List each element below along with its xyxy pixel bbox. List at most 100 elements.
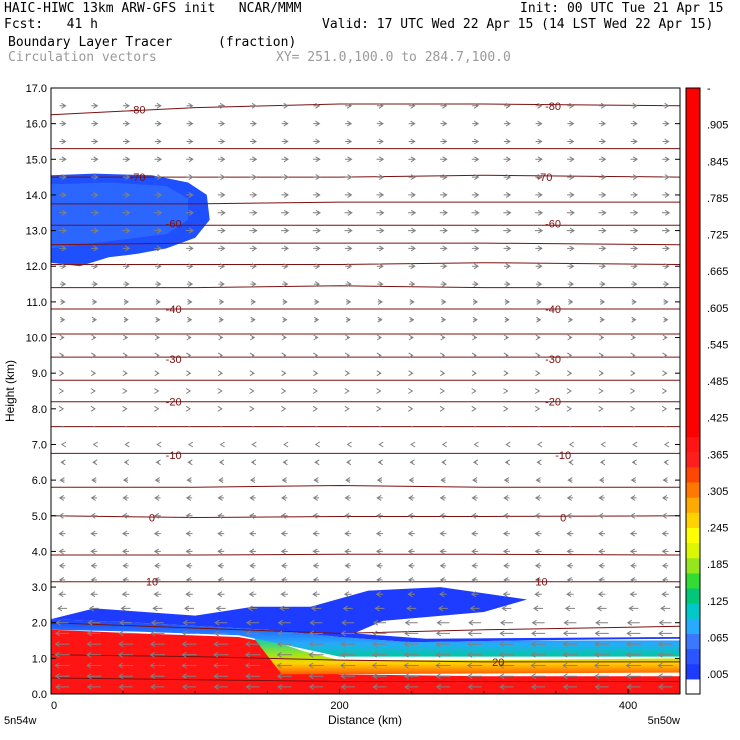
vector-arrow [308, 651, 324, 658]
vector-arrow [376, 405, 382, 412]
vector-arrow [281, 227, 290, 234]
vector-arrow [567, 102, 575, 109]
vector-arrow [122, 209, 131, 216]
vector-arrow [408, 191, 416, 198]
vector-arrow [90, 494, 97, 501]
vector-arrow [86, 662, 102, 669]
vector-arrow [344, 388, 350, 394]
vector-arrow [217, 548, 225, 555]
vector-arrow [376, 227, 385, 234]
vector-arrow [186, 263, 194, 270]
contour-label: -60 [545, 218, 561, 230]
vector-arrow [435, 641, 451, 648]
vector-arrow [219, 459, 225, 466]
vector-arrow [473, 441, 479, 448]
vector-arrow [281, 576, 288, 583]
vector-arrow [662, 102, 670, 109]
vector-arrow [534, 562, 542, 569]
x-axis: 0 200 400 5n54w 5n50w [4, 689, 680, 727]
vector-arrow [377, 459, 383, 466]
vector-arrow [250, 459, 257, 466]
vector-arrow [150, 619, 164, 626]
y-tick-label: 16.0 [26, 119, 47, 131]
vector-arrow [91, 191, 99, 198]
vector-arrow [217, 562, 224, 569]
vector-arrow [187, 441, 194, 448]
vector-arrow [344, 227, 353, 234]
vector-arrow [439, 576, 447, 583]
vector-arrow [435, 683, 450, 690]
vector-arrow [340, 630, 355, 637]
vector-arrow [630, 102, 638, 109]
vector-dot [633, 425, 635, 428]
vector-arrow [250, 138, 257, 145]
vector-arrow [503, 209, 512, 216]
colorbar-label: .245 [707, 523, 728, 535]
vector-arrow [281, 352, 287, 359]
vector-arrow [217, 388, 223, 394]
vector-arrow [472, 102, 480, 109]
vector-arrow [502, 548, 510, 555]
vector-arrow [186, 138, 194, 145]
vector-arrow [471, 530, 479, 537]
vector-arrow [58, 576, 66, 583]
vector-arrow [249, 530, 256, 537]
vector-arrow [625, 662, 641, 669]
vector-arrow [629, 591, 638, 598]
vector-arrow [499, 619, 513, 626]
vector-arrow [371, 651, 388, 658]
vector-arrow [631, 281, 638, 288]
vector-arrow [249, 191, 258, 198]
vector-arrow [403, 651, 419, 658]
vector-arrow [567, 138, 575, 145]
vector-arrow [598, 156, 607, 163]
vector-arrow [217, 576, 224, 583]
vector-dot [379, 425, 381, 428]
vector-arrow [250, 316, 256, 323]
vector-arrow [530, 651, 546, 658]
vector-arrow [91, 120, 99, 127]
vector-arrow [54, 641, 70, 648]
vector-arrow [279, 605, 290, 612]
vector-arrow [54, 662, 70, 669]
vector-arrow [122, 227, 131, 234]
vector-arrow [91, 156, 99, 163]
vector-arrow [313, 245, 321, 252]
vector-arrow [86, 683, 101, 690]
vector-arrow [661, 576, 669, 583]
vector-arrow [244, 651, 261, 658]
vector-arrow [185, 562, 193, 569]
vector-arrow [276, 662, 292, 669]
vector-arrow [471, 227, 480, 234]
vector-arrow [149, 641, 165, 648]
vector-arrow [535, 334, 541, 341]
vector-arrow [181, 662, 197, 669]
vector-arrow [340, 673, 356, 680]
vector-arrow [123, 120, 130, 127]
vector-arrow [470, 591, 479, 598]
vector-arrow [59, 138, 67, 145]
vector-arrow [472, 138, 480, 145]
vector-dot [506, 425, 508, 428]
contour-label: -70 [536, 172, 552, 184]
vector-arrow [467, 641, 482, 648]
vector-arrow [472, 477, 478, 484]
vector-arrow [535, 227, 544, 234]
vector-arrow [661, 512, 669, 519]
vector-arrow [630, 576, 637, 583]
vector-arrow [249, 352, 255, 359]
vector-arrow [184, 605, 194, 612]
vector-arrow [567, 352, 573, 359]
vector-arrow [313, 191, 321, 198]
vector-arrow [340, 641, 356, 648]
vector-arrow [344, 191, 353, 198]
vector-arrow [215, 605, 226, 612]
colorbar-swatch [686, 481, 700, 498]
vector-arrow [662, 263, 670, 270]
vector-arrow [630, 191, 639, 198]
vector-dot [93, 425, 95, 428]
vector-arrow [408, 370, 414, 377]
vector-arrow [249, 576, 256, 583]
vector-arrow [59, 174, 67, 181]
vector-arrow [154, 477, 160, 484]
